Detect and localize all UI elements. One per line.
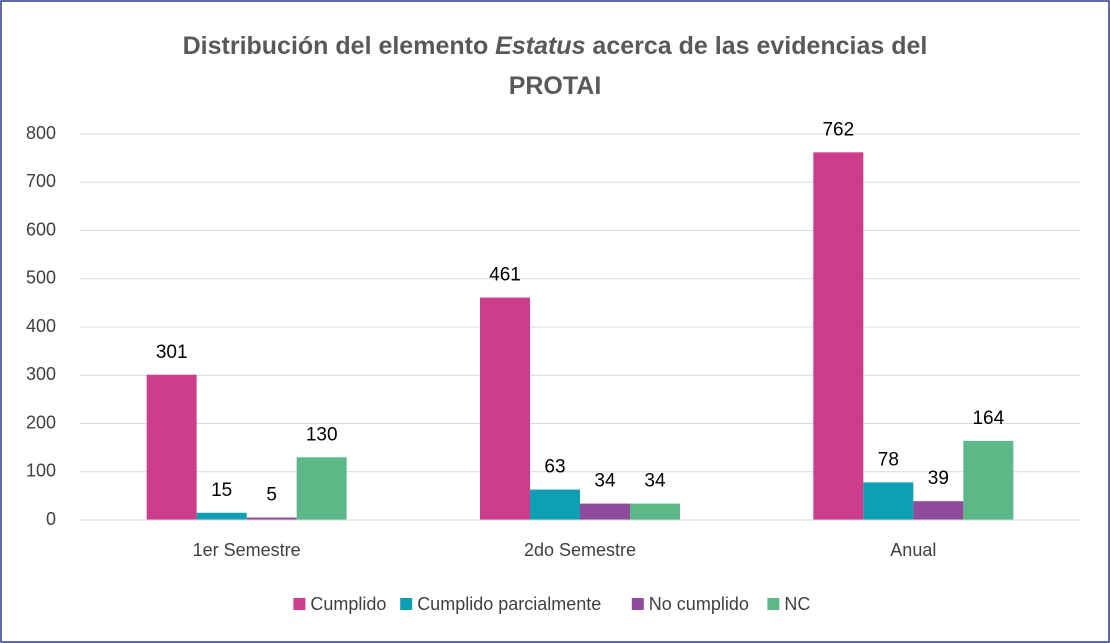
legend-swatch [767, 598, 780, 610]
bar [530, 489, 580, 520]
value-label: 5 [266, 485, 277, 506]
bar [630, 503, 680, 520]
legend-swatch [293, 598, 306, 610]
x-tick-label: 1er Semestre [193, 540, 301, 560]
y-tick-label: 0 [46, 509, 56, 529]
bar [480, 297, 530, 520]
value-label: 34 [594, 471, 616, 492]
bar [913, 501, 964, 520]
title-run: Distribución del elemento [183, 32, 496, 60]
y-tick-label: 700 [26, 171, 56, 191]
y-tick-label: 300 [26, 364, 56, 384]
value-label: 39 [928, 468, 949, 489]
value-label: 34 [644, 471, 666, 492]
value-label: 461 [489, 265, 521, 286]
x-tick-label: Anual [890, 540, 936, 560]
title-run: acerca de las evidencias del [585, 32, 927, 60]
y-tick-label: 500 [26, 268, 56, 288]
value-label: 78 [878, 449, 899, 470]
bar [296, 457, 347, 520]
legend-label: No cumplido [649, 594, 749, 614]
title-run: PROTAI [509, 72, 602, 100]
value-label: 164 [972, 408, 1004, 429]
bar [963, 440, 1014, 520]
bar [246, 517, 297, 520]
bar [580, 503, 630, 520]
value-label: 762 [822, 119, 854, 140]
bar [813, 152, 864, 520]
value-label: 301 [156, 342, 188, 363]
y-tick-label: 400 [26, 316, 56, 336]
legend-label: Cumplido [310, 594, 386, 614]
legend-swatch [400, 598, 413, 610]
y-tick-label: 600 [26, 219, 56, 239]
legend-label: NC [784, 594, 810, 614]
bar [146, 374, 197, 520]
bar [863, 482, 914, 520]
value-label: 63 [544, 457, 565, 478]
y-tick-label: 800 [26, 123, 56, 143]
x-tick-label: 2do Semestre [524, 540, 636, 560]
legend-label: Cumplido parcialmente [417, 594, 601, 614]
bar [196, 512, 247, 520]
value-label: 15 [211, 480, 232, 501]
y-tick-label: 100 [26, 461, 56, 481]
chart-title: PROTAI [509, 72, 602, 100]
y-tick-label: 200 [26, 412, 56, 432]
legend-swatch [631, 598, 644, 610]
value-label: 130 [306, 424, 338, 445]
chart-title: Distribución del elemento Estatus acerca… [183, 32, 928, 60]
title-run: Estatus [495, 32, 585, 60]
